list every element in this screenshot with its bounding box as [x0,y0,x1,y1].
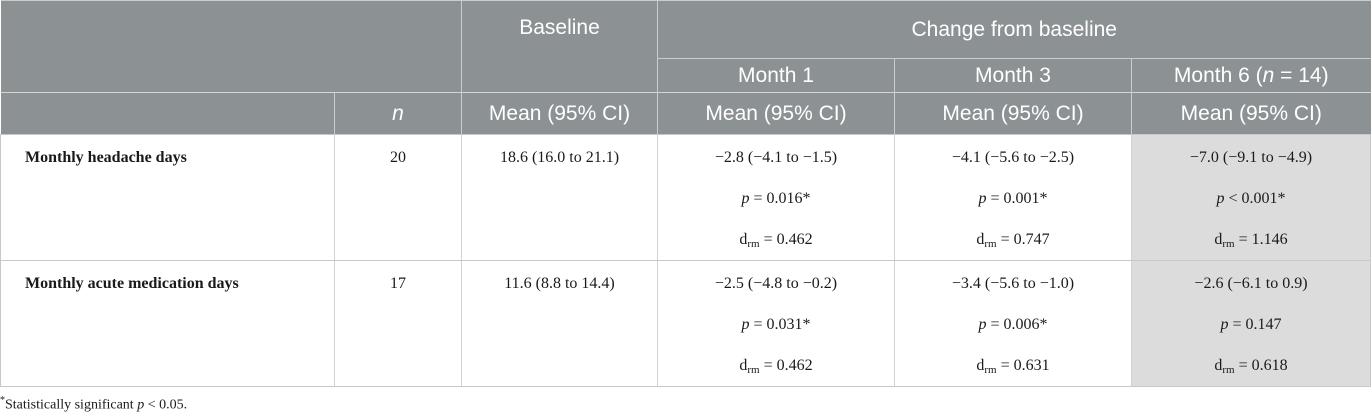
row-month-3: −4.1 (−5.6 to −2.5) p = 0.001* drm = 0.7… [894,134,1132,261]
footnote: *Statistically significant p < 0.05. [0,395,187,414]
header-month-6-prefix: Month 6 ( [1173,63,1263,87]
header-month-6: Month 6 (n = 14) [1131,58,1371,93]
results-table: Baseline Change from baseline Month 1 Mo… [0,0,1371,387]
header-mean-ci-baseline: Mean (95% CI) [461,92,658,135]
row-label: Monthly acute medication days [0,260,335,387]
table-row-acute-medication-days: Monthly acute medication days 17 11.6 (8… [0,260,1371,387]
header-month-6-n: n [1262,63,1275,87]
header-mean-ci-month-3: Mean (95% CI) [894,92,1132,135]
row-baseline: 11.6 (8.8 to 14.4) [461,260,658,387]
month-6-effect-size: drm = 0.618 [1214,357,1288,376]
footnote-text: Statistically significant [5,397,138,413]
header-mean-ci-month-1: Mean (95% CI) [657,92,895,135]
month-6-effect-size: drm = 1.146 [1214,231,1288,250]
month-6-mean: −2.6 (−6.1 to 0.9) [1194,275,1308,292]
header-label-blank [0,92,335,135]
table-header: Baseline Change from baseline Month 1 Mo… [0,0,1371,135]
row-month-1: −2.8 (−4.1 to −1.5) p = 0.016* drm = 0.4… [657,134,895,261]
row-n: 17 [334,260,462,387]
header-n: n [334,92,462,135]
row-n: 20 [334,134,462,261]
month-3-p: p = 0.001* [978,190,1048,207]
month-6-p: p < 0.001* [1216,190,1286,207]
month-6-mean: −7.0 (−9.1 to −4.9) [1189,149,1313,166]
month-1-mean: −2.8 (−4.1 to −1.5) [714,149,838,166]
row-month-6: −7.0 (−9.1 to −4.9) p < 0.001* drm = 1.1… [1131,134,1371,261]
row-baseline: 18.6 (16.0 to 21.1) [461,134,658,261]
month-3-mean: −4.1 (−5.6 to −2.5) [951,149,1075,166]
month-1-p: p = 0.016* [741,190,811,207]
header-mean-ci-month-6: Mean (95% CI) [1131,92,1371,135]
row-month-1: −2.5 (−4.8 to −0.2) p = 0.031* drm = 0.4… [657,260,895,387]
month-3-p: p = 0.006* [978,316,1048,333]
row-month-6: −2.6 (−6.1 to 0.9) p = 0.147 drm = 0.618 [1131,260,1371,387]
header-change-from-baseline: Change from baseline [657,0,1371,59]
month-1-effect-size: drm = 0.462 [739,357,813,376]
header-baseline: Baseline [461,0,658,93]
header-month-3: Month 3 [894,58,1132,93]
header-month-6-suffix: = 14) [1274,63,1329,87]
month-3-effect-size: drm = 0.747 [976,231,1050,250]
month-1-p: p = 0.031* [741,316,811,333]
table-row-headache-days: Monthly headache days 20 18.6 (16.0 to 2… [0,134,1371,261]
row-month-3: −3.4 (−5.6 to −1.0) p = 0.006* drm = 0.6… [894,260,1132,387]
table-body: Monthly headache days 20 18.6 (16.0 to 2… [0,134,1371,387]
header-blank [0,0,462,93]
month-3-effect-size: drm = 0.631 [976,357,1050,376]
footnote-p: p [137,397,145,413]
month-1-effect-size: drm = 0.462 [739,231,813,250]
month-3-mean: −3.4 (−5.6 to −1.0) [951,275,1075,292]
month-1-mean: −2.5 (−4.8 to −0.2) [714,275,838,292]
footnote-marker: * [0,395,5,406]
row-label: Monthly headache days [0,134,335,261]
header-month-1: Month 1 [657,58,895,93]
footnote-threshold: < 0.05. [144,397,188,413]
month-6-p: p = 0.147 [1220,316,1282,333]
